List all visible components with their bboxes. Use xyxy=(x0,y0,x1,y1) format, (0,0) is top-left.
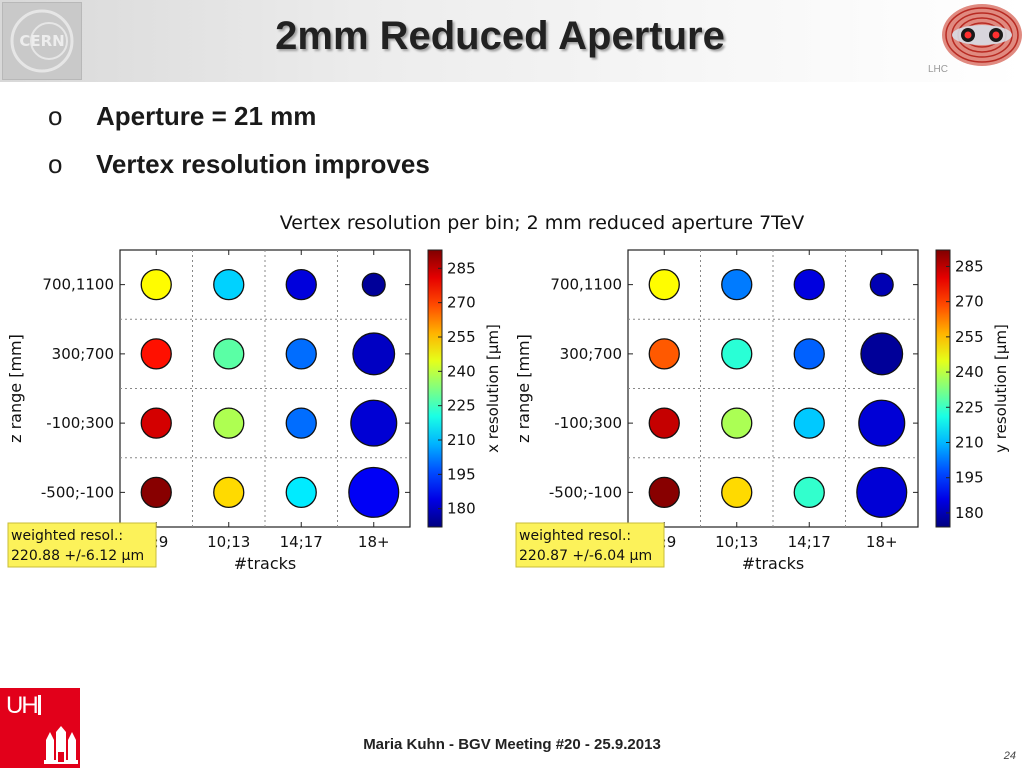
x-tick-label: 18+ xyxy=(358,533,390,551)
data-point xyxy=(285,476,317,509)
colorbar-label: x resolution [μm] xyxy=(484,324,502,453)
data-point xyxy=(858,399,906,447)
colorbar-tick-label: 195 xyxy=(955,469,984,487)
weighted-resolution-label: weighted resol.: xyxy=(11,528,123,544)
data-point xyxy=(352,332,396,376)
colorbar-tick-label: 240 xyxy=(955,363,984,381)
data-point xyxy=(856,466,908,518)
y-tick-label: 300;700 xyxy=(560,345,622,363)
bullet-item: o Aperture = 21 mm xyxy=(48,92,430,140)
colorbar-tick-label: 285 xyxy=(447,259,476,277)
data-point xyxy=(793,338,825,370)
x-axis-label: #tracks xyxy=(742,554,804,573)
data-point xyxy=(213,338,245,370)
y-tick-label: -100;300 xyxy=(554,414,622,432)
cern-logo-graphic: CERN xyxy=(10,9,74,73)
colorbar-tick-label: 285 xyxy=(955,257,984,275)
x-tick-label: 10;13 xyxy=(207,533,250,551)
colorbar-tick-label: 270 xyxy=(447,294,476,312)
colorbar-tick-label: 240 xyxy=(447,362,476,380)
data-point xyxy=(213,268,245,301)
colorbar-tick-label: 255 xyxy=(447,328,476,346)
colorbar-tick-label: 180 xyxy=(447,500,476,518)
y-tick-label: -500;-100 xyxy=(41,483,114,501)
data-point xyxy=(285,407,317,439)
data-point xyxy=(350,399,398,447)
data-point xyxy=(648,268,680,301)
colorbar-tick-label: 225 xyxy=(447,397,476,415)
data-point xyxy=(721,338,753,370)
x-axis-label: #tracks xyxy=(234,554,296,573)
data-point xyxy=(869,272,894,297)
colorbar-label: y resolution [μm] xyxy=(992,324,1010,453)
lhc-logo xyxy=(942,4,1022,66)
data-point xyxy=(213,407,245,439)
colorbar-tick-label: 270 xyxy=(955,293,984,311)
x-tick-label: 14;17 xyxy=(280,533,323,551)
colorbar xyxy=(935,249,951,528)
colorbar-tick-label: 225 xyxy=(955,398,984,416)
chart-title: Vertex resolution per bin; 2 mm reduced … xyxy=(279,212,805,234)
data-point xyxy=(860,332,904,376)
data-point xyxy=(721,407,753,439)
y-tick-label: 700,1100 xyxy=(550,276,622,294)
data-point xyxy=(648,338,680,370)
data-point xyxy=(648,407,680,439)
data-point xyxy=(140,476,172,509)
colorbar-tick-label: 210 xyxy=(955,433,984,451)
y-tick-label: 300;700 xyxy=(52,345,114,363)
colorbar-tick-label: 255 xyxy=(955,328,984,346)
cern-logo-text: CERN xyxy=(19,32,64,50)
slide-title: 2mm Reduced Aperture xyxy=(275,14,725,58)
bullet-list: o Aperture = 21 mm o Vertex resolution i… xyxy=(48,92,430,188)
data-point xyxy=(648,476,680,509)
weighted-resolution-box xyxy=(515,522,665,568)
bullet-marker: o xyxy=(48,100,63,131)
colorbar-tick-label: 195 xyxy=(447,465,476,483)
data-point xyxy=(361,272,386,297)
weighted-resolution-box xyxy=(7,522,157,568)
bullet-item: o Vertex resolution improves xyxy=(48,140,430,188)
y-tick-label: 700,1100 xyxy=(42,276,114,294)
x-tick-label: 10;13 xyxy=(715,533,758,551)
weighted-resolution-value: 220.87 +/-6.04 μm xyxy=(519,548,652,564)
data-point xyxy=(793,407,825,439)
y-resolution-chart: 5;910;1314;1718+-500;-100-100;300300;700… xyxy=(514,249,1010,573)
y-tick-label: -500;-100 xyxy=(549,483,622,501)
x-resolution-chart: 5;910;1314;1718+-500;-100-100;300300;700… xyxy=(6,249,502,573)
data-point xyxy=(348,466,400,518)
data-point xyxy=(721,268,753,301)
bullet-text: Vertex resolution improves xyxy=(96,148,430,179)
slide-header: CERN 2mm Reduced Aperture LHC xyxy=(0,0,1024,82)
bullet-text: Aperture = 21 mm xyxy=(96,100,317,131)
data-point xyxy=(140,268,172,301)
hamburg-castle-icon xyxy=(44,726,78,764)
data-point xyxy=(721,476,753,509)
uhh-logo-text-letters: UH xyxy=(6,692,39,719)
y-axis-label: z range [mm] xyxy=(514,334,533,443)
data-point xyxy=(140,338,172,370)
page-number: 24 xyxy=(1003,750,1016,762)
lhc-logo-label: LHC xyxy=(928,64,949,75)
weighted-resolution-value: 220.88 +/-6.12 μm xyxy=(11,548,144,564)
uhh-logo-text: UH xyxy=(6,692,41,720)
colorbar xyxy=(427,249,443,528)
y-axis-label: z range [mm] xyxy=(6,334,25,443)
weighted-resolution-label: weighted resol.: xyxy=(519,528,631,544)
colorbar-tick-label: 180 xyxy=(955,504,984,522)
footer-text: Maria Kuhn - BGV Meeting #20 - 25.9.2013 xyxy=(363,736,661,753)
x-tick-label: 18+ xyxy=(866,533,898,551)
bullet-marker: o xyxy=(48,148,63,179)
x-tick-label: 14;17 xyxy=(788,533,831,551)
colorbar-tick-label: 210 xyxy=(447,431,476,449)
y-tick-label: -100;300 xyxy=(46,414,114,432)
data-point xyxy=(213,476,245,509)
data-point xyxy=(140,407,172,439)
data-point xyxy=(793,476,825,509)
data-point xyxy=(793,268,825,301)
data-point xyxy=(285,338,317,370)
data-point xyxy=(285,268,317,301)
uhh-logo: UH xyxy=(0,688,80,768)
cern-logo: CERN xyxy=(2,2,82,80)
